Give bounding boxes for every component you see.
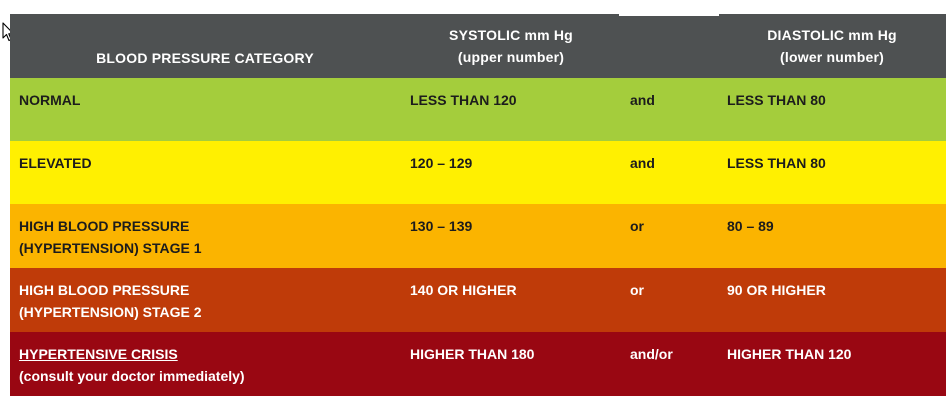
blood-pressure-table: BLOOD PRESSURE CATEGORY SYSTOLIC mm Hg (… xyxy=(10,14,946,396)
category-sublabel: (consult your doctor immediately) xyxy=(19,368,245,384)
diastolic-value: HIGHER THAN 120 xyxy=(727,346,852,362)
category-cell: HYPERTENSIVE CRISIS (consult your doctor… xyxy=(19,343,245,387)
category-label: HIGH BLOOD PRESSURE xyxy=(19,218,190,234)
category-label: ELEVATED xyxy=(19,155,92,171)
header-diastolic-sublabel: (lower number) xyxy=(780,49,884,65)
category-sublabel: (HYPERTENSION) STAGE 1 xyxy=(19,240,202,256)
diastolic-cell: LESS THAN 80 xyxy=(727,152,826,174)
systolic-cell: 120 – 129 xyxy=(410,152,472,174)
conjunction-cell: and/or xyxy=(630,343,673,365)
diastolic-value: LESS THAN 80 xyxy=(727,155,826,171)
conjunction-value: or xyxy=(630,218,644,234)
conjunction-value: and xyxy=(630,92,655,108)
table-row-hypertensive-crisis: HYPERTENSIVE CRISIS (consult your doctor… xyxy=(10,332,946,396)
table-row-stage-2: HIGH BLOOD PRESSURE (HYPERTENSION) STAGE… xyxy=(10,268,946,332)
systolic-value: LESS THAN 120 xyxy=(410,92,517,108)
diastolic-value: LESS THAN 80 xyxy=(727,92,826,108)
systolic-cell: 140 OR HIGHER xyxy=(410,279,517,301)
header-systolic: SYSTOLIC mm Hg (upper number) xyxy=(411,24,611,68)
conjunction-cell: and xyxy=(630,89,655,111)
conjunction-value: and xyxy=(630,155,655,171)
systolic-value: 140 OR HIGHER xyxy=(410,282,517,298)
category-cell: HIGH BLOOD PRESSURE (HYPERTENSION) STAGE… xyxy=(19,215,202,259)
header-category: BLOOD PRESSURE CATEGORY xyxy=(10,47,400,69)
category-label: HIGH BLOOD PRESSURE xyxy=(19,282,190,298)
diastolic-cell: 80 – 89 xyxy=(727,215,774,237)
table-row-normal: NORMAL LESS THAN 120 and LESS THAN 80 xyxy=(10,78,946,142)
table-header: BLOOD PRESSURE CATEGORY SYSTOLIC mm Hg (… xyxy=(10,14,946,78)
conjunction-value: and/or xyxy=(630,346,673,362)
diastolic-cell: 90 OR HIGHER xyxy=(727,279,826,301)
hypertensive-crisis-link[interactable]: HYPERTENSIVE CRISIS xyxy=(19,346,178,362)
category-label: NORMAL xyxy=(19,92,81,108)
diastolic-value: 90 OR HIGHER xyxy=(727,282,826,298)
systolic-cell: 130 – 139 xyxy=(410,215,472,237)
category-sublabel: (HYPERTENSION) STAGE 2 xyxy=(19,304,202,320)
header-diastolic: DIASTOLIC mm Hg (lower number) xyxy=(732,24,932,68)
conjunction-value: or xyxy=(630,282,644,298)
header-diastolic-label: DIASTOLIC mm Hg xyxy=(767,27,897,43)
systolic-cell: LESS THAN 120 xyxy=(410,89,517,111)
header-systolic-sublabel: (upper number) xyxy=(457,49,565,65)
header-notch xyxy=(619,14,719,16)
table-row-elevated: ELEVATED 120 – 129 and LESS THAN 80 xyxy=(10,141,946,205)
systolic-cell: HIGHER THAN 180 xyxy=(410,343,534,365)
header-category-label: BLOOD PRESSURE CATEGORY xyxy=(96,50,314,66)
header-systolic-label: SYSTOLIC mm Hg xyxy=(449,27,573,43)
diastolic-cell: LESS THAN 80 xyxy=(727,89,826,111)
category-cell: ELEVATED xyxy=(19,152,92,174)
conjunction-cell: and xyxy=(630,152,655,174)
category-cell: HIGH BLOOD PRESSURE (HYPERTENSION) STAGE… xyxy=(19,279,202,323)
systolic-value: 120 – 129 xyxy=(410,155,473,171)
diastolic-value: 80 – 89 xyxy=(727,218,774,234)
diastolic-cell: HIGHER THAN 120 xyxy=(727,343,851,365)
category-cell: NORMAL xyxy=(19,89,80,111)
conjunction-cell: or xyxy=(630,279,644,301)
conjunction-cell: or xyxy=(630,215,644,237)
systolic-value: HIGHER THAN 180 xyxy=(410,346,535,362)
systolic-value: 130 – 139 xyxy=(410,218,473,234)
table-row-stage-1: HIGH BLOOD PRESSURE (HYPERTENSION) STAGE… xyxy=(10,204,946,268)
